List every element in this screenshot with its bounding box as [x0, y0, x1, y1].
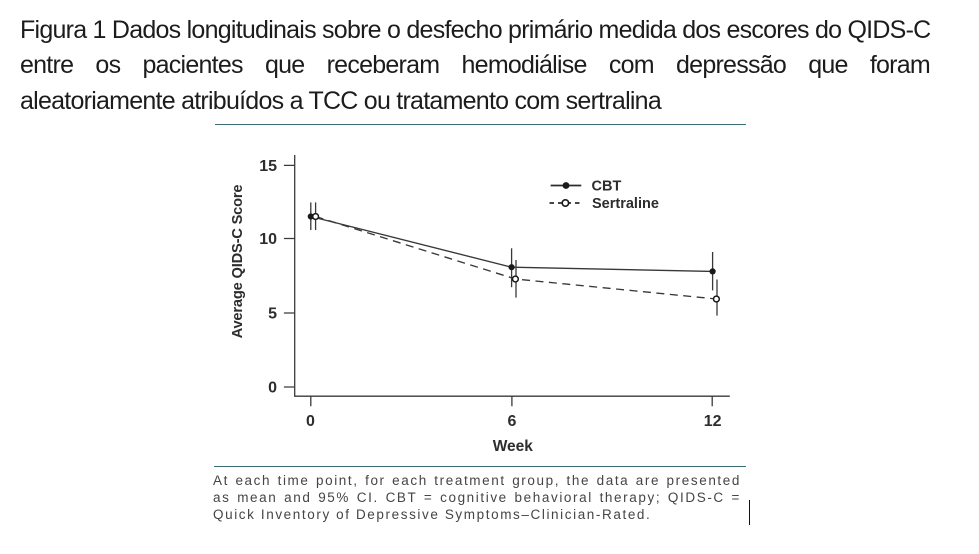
svg-text:0: 0	[268, 380, 277, 397]
svg-text:6: 6	[507, 413, 516, 430]
svg-text:15: 15	[259, 158, 277, 175]
svg-text:5: 5	[268, 306, 277, 323]
svg-text:12: 12	[704, 413, 722, 430]
svg-text:0: 0	[306, 413, 315, 430]
svg-text:10: 10	[259, 231, 277, 248]
svg-text:Average QIDS-C Score: Average QIDS-C Score	[230, 185, 246, 339]
svg-text:Sertraline: Sertraline	[592, 196, 659, 212]
svg-text:CBT: CBT	[592, 179, 622, 195]
svg-text:Week: Week	[493, 438, 534, 455]
